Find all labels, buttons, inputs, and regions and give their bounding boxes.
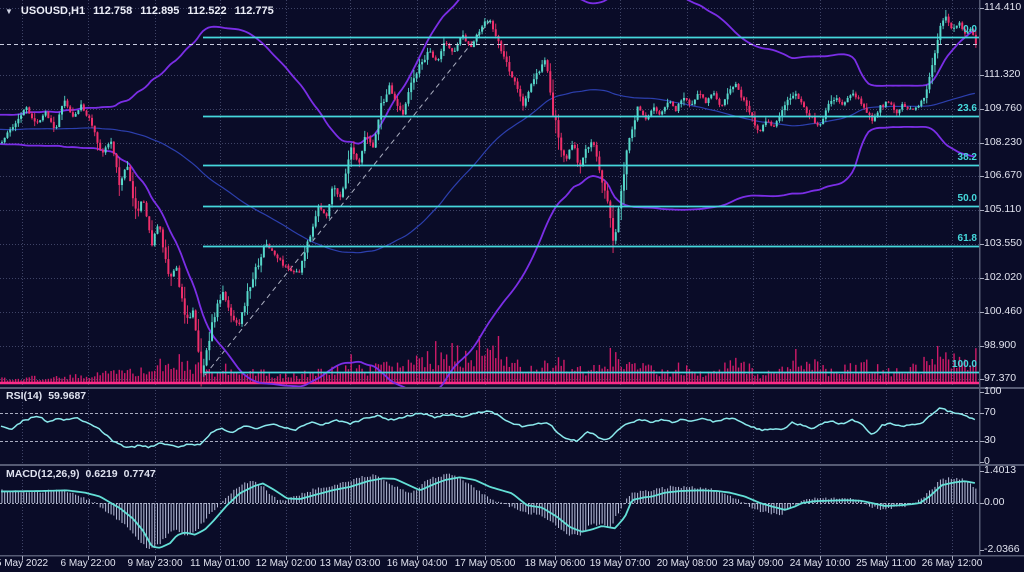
time-tick-label: 13 May 03:00 — [319, 558, 381, 569]
time-tick-label: 12 May 02:00 — [255, 558, 317, 569]
ohlc-low: 112.522 — [187, 5, 227, 17]
price-tick-label: 103.550 — [984, 237, 1022, 250]
macd-indicator-label: MACD(12,26,9) 0.6219 0.7747 — [6, 468, 156, 480]
time-tick-label: 19 May 07:00 — [589, 558, 651, 569]
time-tick-label: 20 May 08:00 — [656, 558, 718, 569]
price-tick-label: 108.230 — [984, 135, 1022, 148]
ohlc-open: 112.758 — [93, 5, 133, 17]
rsi-tick-label: 0 — [984, 455, 990, 467]
ohlc-close: 112.775 — [234, 5, 274, 17]
fib-level-label: 50.0 — [957, 192, 977, 204]
fib-level-label: 38.2 — [957, 151, 977, 163]
fib-level-label: 61.8 — [957, 232, 977, 244]
fib-level-label: 23.6 — [957, 102, 977, 114]
rsi-name: RSI(14) — [6, 390, 43, 402]
time-tick-label: 25 May 11:00 — [856, 558, 916, 569]
symbol-dropdown-icon[interactable]: ▼ — [5, 6, 13, 16]
rsi-value: 59.9687 — [48, 390, 87, 402]
fib-level-label: 0.0 — [963, 23, 977, 35]
rsi-tick-label: 70 — [984, 406, 996, 418]
macd-tick-label: 0.00 — [984, 496, 1005, 508]
time-tick-label: 17 May 05:00 — [454, 558, 516, 569]
price-axis[interactable]: 112.775 114.410111.320109.760108.230106.… — [980, 0, 1024, 556]
rsi-tick-label: 30 — [984, 434, 996, 446]
price-tick-label: 111.320 — [984, 68, 1021, 81]
ohlc-high: 112.895 — [140, 5, 180, 17]
time-tick-label: 16 May 04:00 — [386, 558, 448, 569]
time-axis[interactable]: 5 May 2022 6 May 22:00 9 May 23:00 11 May 0… — [0, 556, 1024, 572]
time-tick-label: 18 May 06:00 — [524, 558, 586, 569]
price-tick-label: 98.900 — [984, 338, 1017, 351]
time-tick-label: 5 May 2022 — [0, 558, 49, 569]
price-tick-label: 97.370 — [984, 371, 1017, 384]
rsi-tick-label: 100 — [984, 385, 1002, 397]
price-tick-label: 109.760 — [984, 102, 1022, 115]
time-tick-label: 24 May 10:00 — [789, 558, 851, 569]
macd-value-main: 0.6219 — [85, 468, 118, 480]
fib-level-label: 100.0 — [951, 359, 977, 371]
macd-value-signal: 0.7747 — [123, 468, 156, 480]
price-tick-label: 105.110 — [984, 203, 1022, 216]
price-tick-label: 100.460 — [984, 304, 1022, 317]
macd-tick-label: -2.0366 — [984, 542, 1020, 555]
price-tick-label: 102.020 — [984, 270, 1022, 283]
price-tick-label: 114.410 — [984, 1, 1022, 13]
rsi-indicator-label: RSI(14) 59.9687 — [6, 390, 86, 402]
time-tick-label: 11 May 01:00 — [190, 558, 250, 569]
symbol-name: USOUSD,H1 — [20, 5, 86, 17]
time-tick-label: 6 May 22:00 — [60, 558, 116, 569]
time-tick-label: 23 May 09:00 — [722, 558, 784, 569]
symbol-ohlc-header: ▼ USOUSD,H1 112.758 112.895 112.522 112.… — [5, 5, 274, 17]
macd-name: MACD(12,26,9) — [6, 468, 80, 480]
macd-tick-label: 1.4013 — [984, 463, 1017, 476]
price-tick-label: 106.670 — [984, 169, 1022, 182]
time-tick-label: 26 May 12:00 — [921, 558, 983, 569]
time-tick-label: 9 May 23:00 — [127, 558, 183, 569]
